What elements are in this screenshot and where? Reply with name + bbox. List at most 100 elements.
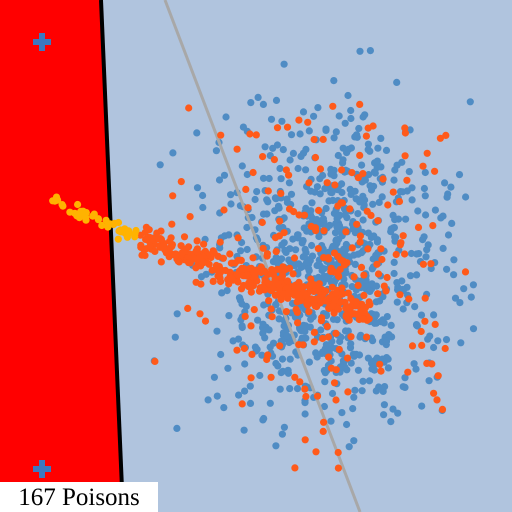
poison-point xyxy=(172,252,180,260)
poison-point xyxy=(274,280,282,289)
poison-point xyxy=(282,308,290,316)
poison-point xyxy=(209,277,217,285)
clean-point xyxy=(169,149,177,157)
poison-point xyxy=(301,385,309,393)
clean-point xyxy=(199,191,207,200)
clean-point xyxy=(373,238,381,246)
highlighted-poison xyxy=(121,225,129,233)
clean-point xyxy=(278,117,286,125)
poison-point xyxy=(345,316,353,324)
clean-point xyxy=(334,151,342,160)
poison-point xyxy=(197,280,205,288)
poison-point xyxy=(421,317,429,325)
poison-point xyxy=(284,284,292,292)
clean-point xyxy=(318,349,326,357)
clean-point xyxy=(308,199,316,207)
poison-point xyxy=(335,345,343,354)
plus-marker-top xyxy=(33,33,51,51)
clean-point xyxy=(299,108,308,116)
highlighted-poisons xyxy=(49,193,140,243)
clean-point xyxy=(372,282,381,290)
poison-point xyxy=(246,130,254,138)
poison-point xyxy=(436,134,444,142)
poison-point xyxy=(137,243,145,251)
clean-point xyxy=(401,374,409,382)
clean-point xyxy=(387,321,395,329)
clean-point xyxy=(353,131,361,139)
clean-point xyxy=(444,231,453,239)
clean-point xyxy=(343,420,351,429)
clean-point xyxy=(389,405,397,413)
clean-point xyxy=(355,124,363,133)
clean-point xyxy=(294,164,302,173)
clean-point xyxy=(450,271,458,279)
clean-point xyxy=(215,176,224,184)
poison-point xyxy=(363,333,371,341)
poison-point xyxy=(192,264,200,272)
poison-point xyxy=(374,217,382,225)
clean-point xyxy=(332,128,340,136)
poison-point xyxy=(244,204,252,212)
clean-point xyxy=(347,359,355,367)
poison-point xyxy=(258,218,266,227)
clean-point xyxy=(202,270,210,278)
clean-point xyxy=(380,319,388,327)
poison-point xyxy=(423,149,431,157)
poison-point xyxy=(374,290,382,298)
poison-point xyxy=(295,211,303,219)
clean-point xyxy=(278,241,286,249)
clean-point xyxy=(320,265,328,273)
poison-point xyxy=(242,185,250,193)
clean-point xyxy=(448,219,456,227)
clean-point xyxy=(439,212,447,220)
clean-point xyxy=(330,134,338,142)
clean-point xyxy=(279,367,287,375)
poison-point xyxy=(356,238,364,246)
clean-point xyxy=(297,152,305,160)
clean-point xyxy=(276,164,284,173)
poison-point xyxy=(141,251,149,259)
clean-point xyxy=(225,231,233,239)
clean-point xyxy=(347,114,355,123)
poison-point xyxy=(389,188,397,196)
poison-point xyxy=(196,254,204,262)
poison-point xyxy=(365,315,373,323)
clean-point xyxy=(287,131,296,139)
clean-point xyxy=(394,409,402,417)
clean-point xyxy=(359,377,367,385)
poison-point xyxy=(331,296,339,305)
poison-point xyxy=(418,341,426,349)
poison-point xyxy=(312,227,320,235)
poison-point xyxy=(329,102,337,110)
clean-point xyxy=(359,216,367,224)
poison-point xyxy=(346,205,354,213)
poison-point xyxy=(348,244,356,252)
clean-point xyxy=(308,252,317,260)
highlighted-poison xyxy=(115,227,123,235)
clean-point xyxy=(369,200,377,208)
poison-point xyxy=(284,289,293,297)
clean-point xyxy=(327,170,335,178)
clean-point xyxy=(293,385,302,393)
clean-point xyxy=(253,345,261,353)
clean-point xyxy=(447,183,455,191)
clean-point xyxy=(380,401,388,409)
poison-point xyxy=(434,372,442,380)
poison-point xyxy=(296,378,304,386)
poison-point xyxy=(419,260,427,268)
clean-point xyxy=(407,249,415,258)
clean-point xyxy=(339,144,347,152)
poison-point xyxy=(277,295,285,304)
clean-point xyxy=(283,332,291,340)
clean-point xyxy=(320,402,328,411)
poison-point xyxy=(403,176,411,184)
poison-point xyxy=(295,116,303,124)
clean-point xyxy=(417,311,426,319)
plus-marker-bottom xyxy=(33,460,51,478)
clean-point xyxy=(314,104,322,112)
clean-point xyxy=(210,373,218,381)
poison-point xyxy=(314,245,322,253)
poison-point xyxy=(240,344,248,353)
clean-point xyxy=(322,341,330,349)
